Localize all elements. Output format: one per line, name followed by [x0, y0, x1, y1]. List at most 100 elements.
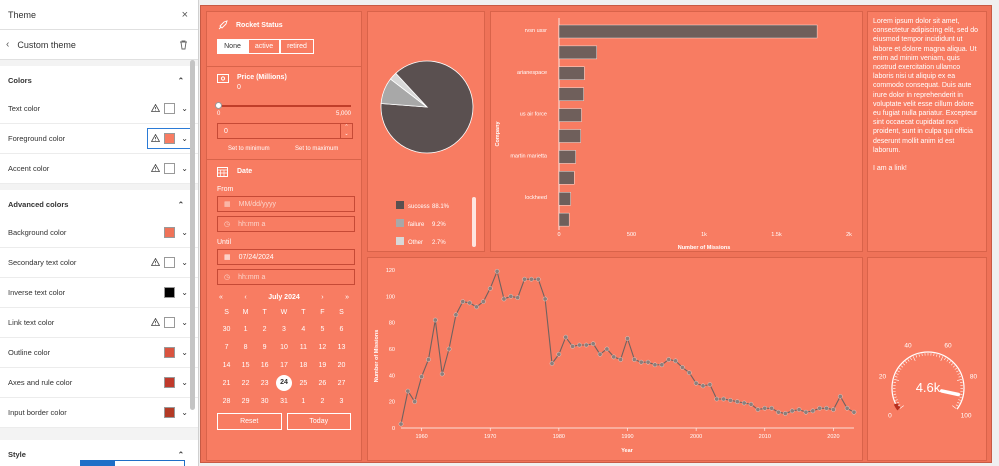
- legend-label[interactable]: failure: [408, 222, 425, 228]
- line-point[interactable]: [625, 336, 630, 341]
- status-active-button[interactable]: active: [248, 39, 280, 54]
- today-button[interactable]: Today: [286, 413, 351, 430]
- bar[interactable]: [558, 191, 571, 206]
- line-point[interactable]: [501, 296, 507, 302]
- line-point[interactable]: [817, 405, 822, 411]
- calendar-day[interactable]: 29: [241, 397, 250, 405]
- calendar-day[interactable]: 4: [301, 325, 306, 333]
- line-point[interactable]: [687, 370, 692, 375]
- style-segmented-control[interactable]: [80, 460, 185, 466]
- chevron-down-icon[interactable]: ⌄: [181, 228, 188, 237]
- line-point[interactable]: [433, 317, 438, 323]
- chevron-down-icon[interactable]: ⌄: [181, 258, 188, 267]
- line-point[interactable]: [494, 269, 500, 274]
- line-point[interactable]: [755, 407, 761, 412]
- axes-and-rule-color-picker[interactable]: ⌄: [164, 377, 188, 388]
- back-icon[interactable]: ‹: [6, 39, 10, 50]
- line-point[interactable]: [700, 383, 706, 389]
- line-point[interactable]: [536, 276, 541, 282]
- calendar-day[interactable]: 14: [222, 361, 231, 369]
- color-swatch[interactable]: [164, 227, 176, 238]
- outline-color-picker[interactable]: ⌄: [164, 347, 188, 358]
- line-point[interactable]: [549, 361, 555, 366]
- line-point[interactable]: [783, 411, 788, 416]
- line-point[interactable]: [487, 286, 493, 291]
- prev-month-icon[interactable]: ‹: [244, 294, 247, 301]
- status-none-button[interactable]: None: [217, 39, 248, 54]
- color-swatch[interactable]: [164, 287, 176, 298]
- bar[interactable]: [558, 24, 818, 39]
- calendar-day[interactable]: 23: [260, 379, 269, 387]
- advanced-colors-section-header[interactable]: Advanced colors ⌃: [0, 190, 198, 218]
- set-to-maximum-link[interactable]: Set to maximum: [295, 146, 339, 152]
- prev-year-icon[interactable]: «: [219, 294, 223, 301]
- until-date-input[interactable]: ▦ 07/24/2024: [217, 249, 355, 265]
- sample-link[interactable]: I am a link!: [873, 165, 907, 173]
- next-year-icon[interactable]: »: [345, 294, 349, 301]
- line-point[interactable]: [618, 357, 623, 362]
- calendar-day[interactable]: 15: [241, 361, 250, 369]
- chevron-down-icon[interactable]: ⌄: [181, 408, 188, 417]
- line-point[interactable]: [515, 295, 520, 300]
- line-point[interactable]: [714, 396, 719, 402]
- calendar-day[interactable]: 17: [280, 361, 288, 369]
- calendar-day[interactable]: 28: [222, 397, 231, 405]
- calendar-day[interactable]: 6: [339, 325, 344, 333]
- calendar-day[interactable]: 2: [320, 397, 325, 405]
- line-point[interactable]: [796, 407, 802, 412]
- color-swatch[interactable]: [164, 317, 176, 328]
- line-point[interactable]: [412, 399, 417, 404]
- until-time-input[interactable]: ◷ hh:mm a: [217, 269, 355, 285]
- line-point[interactable]: [604, 346, 610, 352]
- chevron-down-icon[interactable]: ⌄: [181, 104, 188, 113]
- status-retired-button[interactable]: retired: [280, 39, 314, 54]
- line-point[interactable]: [666, 357, 671, 362]
- line-point[interactable]: [577, 342, 582, 348]
- line-point[interactable]: [789, 408, 795, 414]
- calendar-day[interactable]: 30: [222, 325, 231, 333]
- panel-scrollbar[interactable]: [190, 60, 195, 410]
- calendar-day[interactable]: 5: [320, 325, 325, 333]
- accent-color-picker[interactable]: ⌄: [151, 163, 188, 174]
- chevron-down-icon[interactable]: ⌄: [181, 288, 188, 297]
- line-point[interactable]: [721, 396, 726, 402]
- calendar-day[interactable]: 1: [243, 325, 248, 333]
- line-point[interactable]: [652, 362, 658, 368]
- calendar-day[interactable]: 20: [337, 361, 346, 369]
- bar[interactable]: [558, 45, 597, 60]
- chevron-down-icon[interactable]: ⌄: [181, 134, 188, 143]
- line-point[interactable]: [680, 365, 685, 370]
- text-color-picker[interactable]: ⌄: [151, 103, 188, 114]
- bar[interactable]: [558, 212, 570, 227]
- line-point[interactable]: [563, 334, 568, 340]
- calendar-day[interactable]: 25: [299, 379, 308, 387]
- calendar-day[interactable]: 21: [222, 379, 231, 387]
- line-point[interactable]: [824, 405, 829, 411]
- calendar-day[interactable]: 1: [301, 397, 306, 405]
- line-point[interactable]: [735, 399, 740, 404]
- line-point[interactable]: [556, 352, 562, 357]
- calendar-day[interactable]: 3: [339, 397, 344, 405]
- calendar-day[interactable]: 16: [260, 361, 269, 369]
- line-point[interactable]: [474, 304, 479, 310]
- calendar-day[interactable]: 26: [318, 379, 327, 387]
- line-point[interactable]: [522, 276, 527, 282]
- line-point[interactable]: [693, 380, 699, 386]
- line-point[interactable]: [810, 408, 816, 414]
- color-swatch[interactable]: [164, 103, 176, 114]
- line-series[interactable]: [400, 269, 855, 425]
- legend-scrollbar[interactable]: [472, 197, 476, 247]
- bar[interactable]: [558, 171, 575, 185]
- next-month-icon[interactable]: ›: [321, 294, 324, 301]
- background-color-picker[interactable]: ⌄: [164, 227, 188, 238]
- calendar-day[interactable]: 31: [280, 397, 288, 405]
- calendar-day[interactable]: 7: [224, 343, 229, 351]
- calendar-day[interactable]: 27: [337, 379, 346, 387]
- calendar-day[interactable]: 9: [262, 343, 267, 351]
- color-swatch[interactable]: [164, 163, 176, 174]
- set-to-minimum-link[interactable]: Set to minimum: [228, 146, 270, 152]
- bar[interactable]: [558, 129, 581, 143]
- line-point[interactable]: [590, 341, 596, 346]
- line-point[interactable]: [398, 421, 404, 427]
- calendar-day[interactable]: 2: [262, 325, 267, 333]
